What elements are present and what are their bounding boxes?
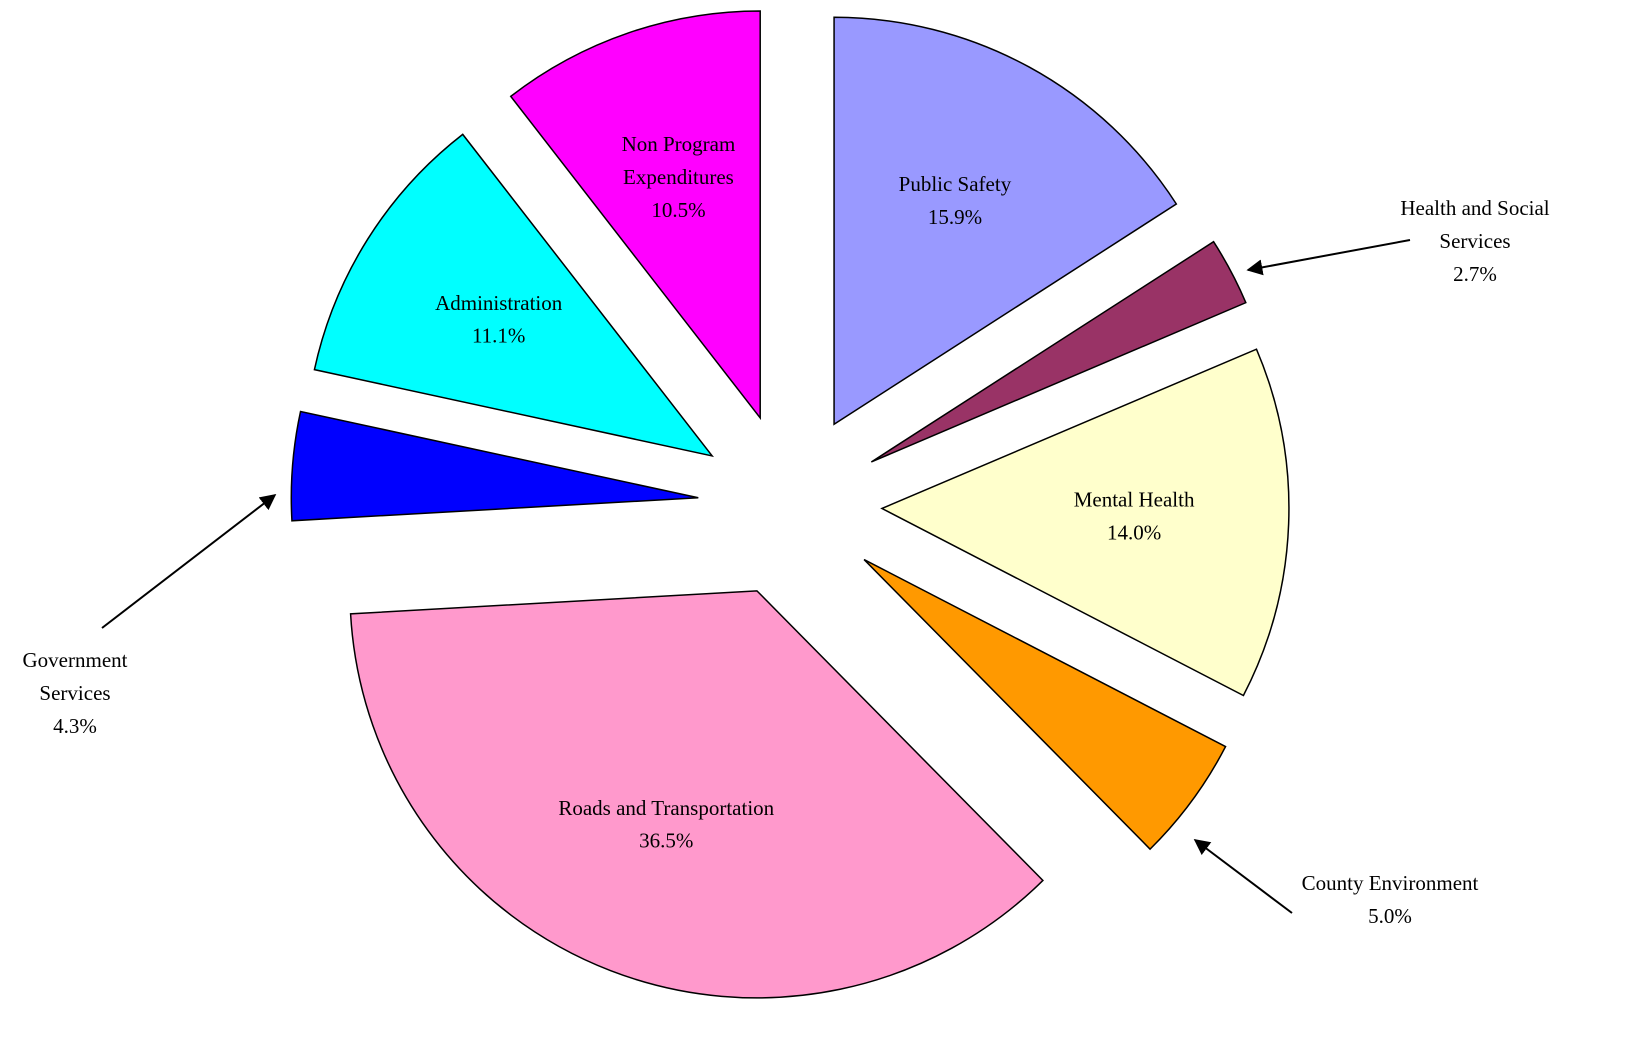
slice-label: County Environment — [1302, 871, 1479, 895]
label-arrow — [101, 494, 277, 629]
slice-label: Roads and Transportation — [558, 796, 774, 820]
slice-label: Health and Social Services — [1400, 196, 1549, 253]
slice-label: Public Safety — [899, 172, 1012, 196]
slice-label: Administration — [435, 291, 563, 315]
slice-value-label: 14.0% — [1107, 520, 1161, 544]
slice-value-label: 5.0% — [1368, 904, 1412, 928]
label-arrow — [1193, 839, 1293, 914]
pie-slice — [863, 558, 1227, 851]
pie-slice — [833, 16, 1178, 426]
pie-slice — [880, 348, 1290, 697]
slice-label: Government Services — [23, 648, 128, 705]
pie-slice — [509, 10, 761, 421]
slice-label: Non Program Expenditures — [622, 132, 736, 189]
slice-value-label: 2.7% — [1453, 262, 1497, 286]
slice-value-label: 36.5% — [639, 829, 693, 853]
slice-value-label: 10.5% — [651, 198, 705, 222]
pie-slice — [290, 410, 699, 522]
slice-value-label: 4.3% — [53, 714, 97, 738]
pie-slice — [870, 240, 1247, 463]
slice-label: Mental Health — [1074, 487, 1195, 511]
slice-value-label: 15.9% — [928, 205, 982, 229]
pie-slice — [349, 590, 1044, 999]
label-arrow — [1246, 239, 1411, 276]
slice-value-label: 11.1% — [472, 324, 525, 348]
pie-slice — [313, 133, 715, 458]
